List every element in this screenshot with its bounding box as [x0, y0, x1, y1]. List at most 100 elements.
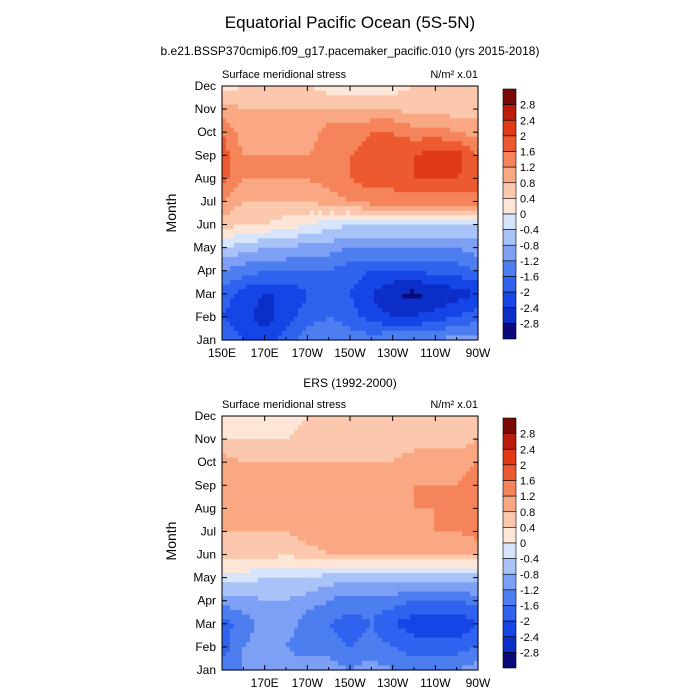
heatmap-cell — [226, 448, 231, 454]
heatmap-cell — [442, 173, 447, 179]
heatmap-cell — [406, 261, 411, 267]
colorbar-label: 0 — [520, 209, 526, 221]
heatmap-cell — [234, 192, 239, 198]
heatmap-cell — [246, 182, 251, 189]
heatmap-cell — [266, 531, 271, 537]
heatmap-cell — [226, 321, 231, 327]
heatmap-cell — [338, 289, 343, 295]
heatmap-cell — [338, 99, 343, 106]
heatmap-cell — [250, 586, 255, 593]
heatmap-cell — [326, 243, 331, 249]
heatmap-cell — [366, 266, 371, 272]
heatmap-cell — [242, 196, 247, 203]
heatmap-cell — [282, 656, 287, 662]
heatmap-cell — [306, 136, 311, 143]
heatmap-cell — [450, 247, 455, 253]
heatmap-cell — [318, 429, 323, 436]
heatmap-cell — [282, 605, 287, 611]
heatmap-cell — [278, 316, 283, 323]
heatmap-cell — [266, 425, 271, 431]
heatmap-cell — [438, 192, 443, 198]
heatmap-cell — [238, 321, 243, 327]
heatmap-cell — [286, 150, 291, 156]
heatmap-cell — [278, 416, 283, 422]
heatmap-cell — [450, 206, 455, 212]
heatmap-cell — [346, 330, 351, 336]
heatmap-cell — [234, 448, 239, 454]
heatmap-cell — [362, 316, 367, 323]
heatmap-cell — [354, 178, 359, 184]
heatmap-cell — [314, 307, 319, 313]
heatmap-cell — [254, 559, 259, 565]
heatmap-cell — [358, 243, 363, 249]
heatmap-cell — [254, 298, 259, 304]
heatmap-cell — [294, 499, 299, 505]
heatmap-cell — [246, 261, 251, 267]
heatmap-cell — [226, 270, 231, 276]
heatmap-cell — [238, 326, 243, 332]
heatmap-cell — [402, 233, 407, 239]
heatmap-cell — [378, 219, 383, 226]
heatmap-cell — [282, 503, 287, 509]
heatmap-cell — [274, 316, 279, 323]
heatmap-cell — [222, 540, 227, 546]
heatmap-cell — [222, 256, 227, 263]
heatmap-cell — [474, 279, 479, 286]
heatmap-cell — [226, 531, 231, 537]
heatmap-cell — [458, 146, 463, 152]
heatmap-cell — [462, 201, 467, 207]
heatmap-cell — [298, 169, 303, 175]
heatmap-cell — [222, 196, 227, 203]
heatmap-cell — [358, 335, 363, 341]
heatmap-cell — [250, 113, 255, 119]
heatmap-cell — [314, 109, 319, 115]
heatmap-cell — [242, 549, 247, 556]
heatmap-cell — [334, 252, 339, 258]
heatmap-cell — [394, 201, 399, 207]
heatmap-cell — [222, 238, 227, 244]
heatmap-cell — [286, 173, 291, 179]
heatmap-cell — [242, 316, 247, 323]
heatmap-cell — [350, 210, 355, 216]
heatmap-cell — [274, 466, 279, 473]
heatmap-cell — [266, 238, 271, 244]
heatmap-cell — [266, 517, 271, 523]
heatmap-cell — [362, 187, 367, 193]
heatmap-cell — [354, 201, 359, 207]
heatmap-cell — [422, 243, 427, 249]
heatmap-cell — [242, 545, 247, 551]
heatmap-cell — [350, 215, 355, 221]
heatmap-cell — [414, 279, 419, 286]
heatmap-cell — [366, 312, 371, 318]
heatmap-cell — [286, 307, 291, 313]
heatmap-cell — [338, 316, 343, 323]
heatmap-cell — [250, 503, 255, 509]
heatmap-cell — [258, 284, 263, 290]
heatmap-cell — [286, 665, 291, 671]
heatmap-cell — [294, 549, 299, 556]
heatmap-cell — [394, 279, 399, 286]
heatmap-cell — [290, 275, 295, 281]
heatmap-cell — [430, 159, 435, 166]
heatmap-cell — [222, 312, 227, 318]
heatmap-cell — [282, 150, 287, 156]
heatmap-cell — [418, 99, 423, 106]
colorbar-swatch — [502, 198, 517, 215]
heatmap-cell — [238, 178, 243, 184]
heatmap-cell — [270, 614, 275, 620]
heatmap-cell — [398, 326, 403, 332]
heatmap-cell — [322, 86, 327, 92]
heatmap-cell — [374, 243, 379, 249]
heatmap-cell — [270, 549, 275, 556]
heatmap-cell — [470, 298, 475, 304]
colorbar-label: -2.4 — [520, 303, 539, 315]
heatmap-cell — [454, 233, 459, 239]
heatmap-cell — [294, 425, 299, 431]
heatmap-cell — [378, 303, 383, 309]
heatmap-cell — [286, 485, 291, 491]
heatmap-cell — [370, 252, 375, 258]
heatmap-cell — [406, 335, 411, 341]
heatmap-cell — [306, 233, 311, 239]
heatmap-cell — [298, 563, 303, 569]
heatmap-cell — [278, 452, 283, 459]
